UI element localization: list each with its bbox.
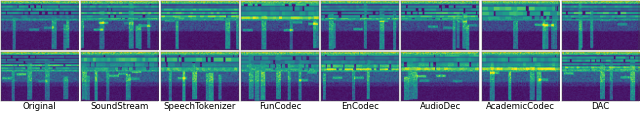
Text: AcademicCodec: AcademicCodec — [486, 102, 555, 111]
Text: FunCodec: FunCodec — [259, 102, 301, 111]
Text: SoundStream: SoundStream — [90, 102, 148, 111]
Text: DAC: DAC — [591, 102, 610, 111]
Text: AudioDec: AudioDec — [420, 102, 461, 111]
Text: SpeechTokenizer: SpeechTokenizer — [164, 102, 236, 111]
Text: Original: Original — [22, 102, 56, 111]
Text: EnCodec: EnCodec — [341, 102, 379, 111]
